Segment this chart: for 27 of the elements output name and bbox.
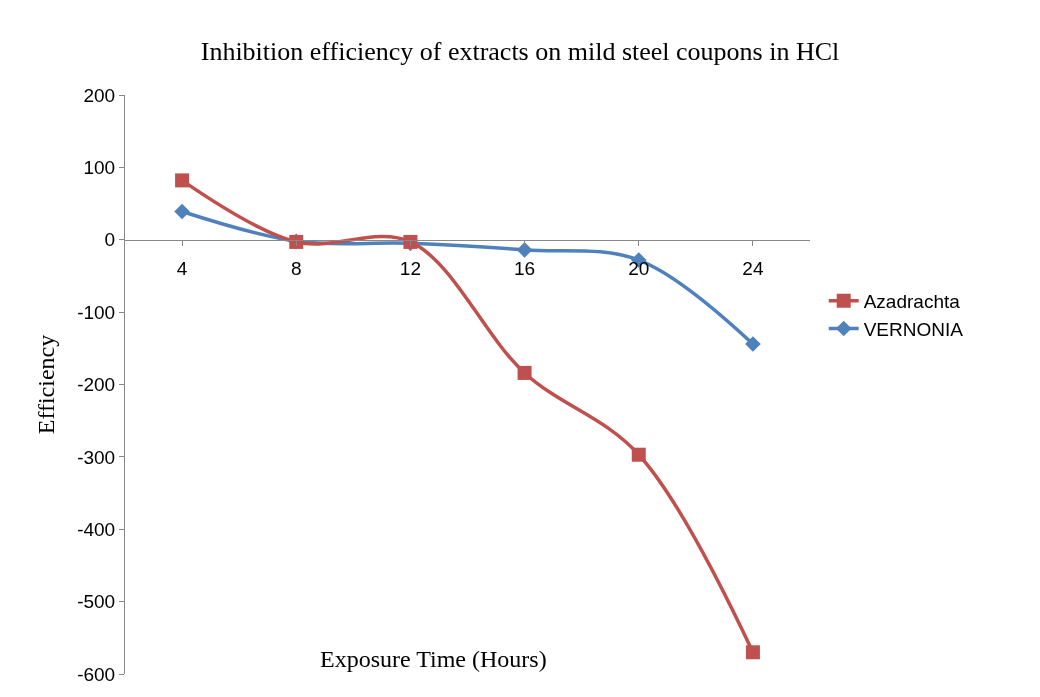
x-tick-label: 16 — [514, 257, 536, 279]
x-tick-label: 20 — [628, 257, 650, 279]
point — [745, 645, 760, 660]
y-axis-title: Efficiency — [33, 334, 60, 435]
point — [745, 336, 761, 352]
y-tick-label: -400 — [77, 518, 116, 540]
chart-title: Inhibition efficiency of extracts on mild steel coupons in HCl — [200, 37, 840, 67]
y-tick-label: -300 — [77, 446, 116, 468]
point — [517, 365, 532, 380]
point — [175, 173, 190, 188]
point — [174, 203, 190, 220]
x-axis-title: Exposure Time (Hours) — [320, 646, 547, 672]
legend-label: VERNONIA — [863, 318, 964, 340]
point — [516, 242, 533, 258]
point — [631, 447, 646, 462]
y-tick-label: -500 — [77, 591, 116, 613]
y-tick-label: 0 — [104, 229, 116, 251]
x-tick-label: 12 — [399, 257, 421, 279]
x-tick-label: 8 — [290, 257, 302, 279]
x-tick-label: 24 — [742, 257, 764, 279]
y-tick-label: -600 — [77, 663, 116, 685]
y-tick-label: 100 — [83, 157, 116, 179]
y-tick-label: -200 — [77, 374, 116, 396]
y-tick-label: 200 — [83, 84, 116, 106]
legend-label: Azadrachta — [863, 291, 961, 313]
x-tick-label: 4 — [176, 257, 188, 279]
y-tick-label: -100 — [77, 301, 116, 323]
